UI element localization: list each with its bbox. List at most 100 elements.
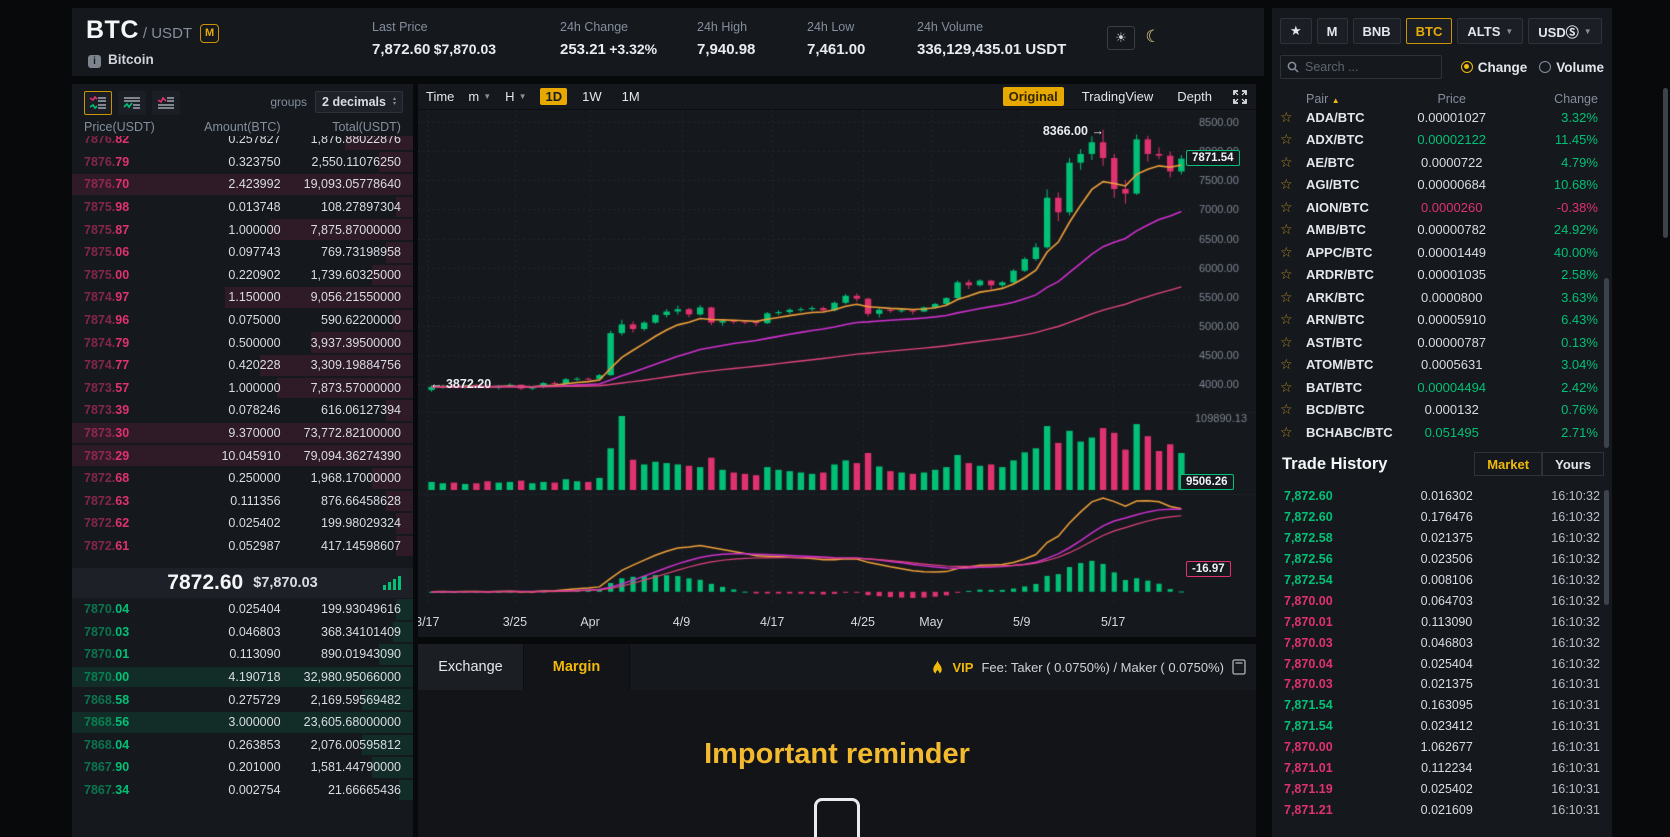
ask-row[interactable]: 7875.00 0.220902 1,739.60325000 bbox=[72, 264, 413, 287]
favorite-star-icon[interactable]: ☆ bbox=[1280, 266, 1293, 283]
ask-row[interactable]: 7873.29 10.045910 79,094.36274390 bbox=[72, 444, 413, 467]
bid-row[interactable]: 7868.04 0.263853 2,076.00595812 bbox=[72, 734, 413, 757]
ask-row[interactable]: 7875.06 0.097743 769.73198958 bbox=[72, 241, 413, 264]
market-tab-★[interactable]: ★ bbox=[1280, 18, 1312, 44]
tab-exchange[interactable]: Exchange bbox=[418, 644, 524, 690]
bid-row[interactable]: 7870.00 4.190718 32,980.95066000 bbox=[72, 666, 413, 689]
search-input[interactable]: Search ... bbox=[1280, 55, 1442, 79]
ask-row[interactable]: 7876.82 0.257827 1,876.88022876 bbox=[72, 136, 413, 151]
change-col[interactable]: Change bbox=[1554, 92, 1598, 106]
radio-change[interactable]: Change bbox=[1460, 60, 1527, 75]
ask-row[interactable]: 7873.57 1.000000 7,873.57000000 bbox=[72, 377, 413, 400]
range-1D[interactable]: 1D bbox=[540, 88, 568, 105]
pair-row[interactable]: ☆ ADX/BTC 0.00002122 11.45% bbox=[1272, 129, 1612, 152]
favorite-star-icon[interactable]: ☆ bbox=[1280, 108, 1293, 125]
decimals-select[interactable]: 2 decimals ▴ ▾ bbox=[315, 91, 403, 113]
pair-row[interactable]: ☆ AMB/BTC 0.00000782 24.92% bbox=[1272, 219, 1612, 242]
pair-row[interactable]: ☆ ATOM/BTC 0.0005631 3.04% bbox=[1272, 354, 1612, 377]
pair-row[interactable]: ☆ BCD/BTC 0.000132 0.76% bbox=[1272, 399, 1612, 422]
tab-margin[interactable]: Margin bbox=[524, 644, 630, 690]
history-tab-yours[interactable]: Yours bbox=[1542, 452, 1604, 476]
amount-cell: 0.052987 bbox=[228, 538, 281, 553]
favorite-star-icon[interactable]: ☆ bbox=[1280, 401, 1293, 418]
view-depth[interactable]: Depth bbox=[1177, 89, 1212, 104]
bid-row[interactable]: 7870.03 0.046803 368.34101409 bbox=[72, 621, 413, 644]
radio-volume[interactable]: Volume bbox=[1539, 60, 1604, 75]
market-tab-M[interactable]: M bbox=[1316, 18, 1348, 44]
pair-row[interactable]: ☆ AE/BTC 0.0000722 4.79% bbox=[1272, 151, 1612, 174]
bid-row[interactable]: 7867.90 0.201000 1,581.44790000 bbox=[72, 756, 413, 779]
favorite-star-icon[interactable]: ☆ bbox=[1280, 131, 1293, 148]
price-chart-canvas[interactable] bbox=[418, 110, 1256, 615]
market-tab-BTC[interactable]: BTC bbox=[1405, 18, 1453, 44]
base-symbol: BTC bbox=[86, 16, 139, 44]
ask-row[interactable]: 7873.39 0.078246 616.06127394 bbox=[72, 399, 413, 422]
pair-col-sort[interactable]: Pair ▲ bbox=[1306, 92, 1340, 106]
bid-row[interactable]: 7870.01 0.113090 890.01943090 bbox=[72, 643, 413, 666]
ask-row[interactable]: 7875.98 0.013748 108.27897304 bbox=[72, 196, 413, 219]
favorite-star-icon[interactable]: ☆ bbox=[1280, 333, 1293, 350]
page-scrollbar[interactable] bbox=[1663, 88, 1668, 238]
view-original[interactable]: Original bbox=[1002, 87, 1064, 106]
bid-row[interactable]: 7867.34 0.002754 21.66665436 bbox=[72, 779, 413, 802]
pair-row[interactable]: ☆ ADA/BTC 0.00001027 3.32% bbox=[1272, 106, 1612, 129]
favorite-star-icon[interactable]: ☆ bbox=[1280, 356, 1293, 373]
trade-list-scrollbar[interactable] bbox=[1604, 490, 1609, 605]
view-tradingview[interactable]: TradingView bbox=[1081, 89, 1154, 104]
last-price-row[interactable]: 7872.60 $7,870.03 bbox=[72, 568, 413, 598]
pair-row[interactable]: ☆ ARK/BTC 0.0000800 3.63% bbox=[1272, 286, 1612, 309]
fullscreen-icon[interactable] bbox=[1232, 89, 1248, 105]
minute-interval-dropdown[interactable]: m ▼ bbox=[468, 89, 492, 104]
favorite-star-icon[interactable]: ☆ bbox=[1280, 221, 1293, 238]
ask-row[interactable]: 7872.68 0.250000 1,968.17000000 bbox=[72, 467, 413, 490]
pair-list-scrollbar[interactable] bbox=[1604, 278, 1609, 448]
ask-row[interactable]: 7874.96 0.075000 590.62200000 bbox=[72, 309, 413, 332]
depth-bars-icon[interactable] bbox=[383, 576, 401, 590]
favorite-star-icon[interactable]: ☆ bbox=[1280, 176, 1293, 193]
ask-row[interactable]: 7875.87 1.000000 7,875.87000000 bbox=[72, 218, 413, 241]
ask-row[interactable]: 7872.61 0.052987 417.14598607 bbox=[72, 535, 413, 558]
ask-row[interactable]: 7874.77 0.420228 3,309.19884756 bbox=[72, 354, 413, 377]
favorite-star-icon[interactable]: ☆ bbox=[1280, 423, 1293, 440]
history-tab-market[interactable]: Market bbox=[1474, 452, 1543, 476]
ask-row[interactable]: 7876.70 2.423992 19,093.05778640 bbox=[72, 173, 413, 196]
pair-row[interactable]: ☆ APPC/BTC 0.00001449 40.00% bbox=[1272, 241, 1612, 264]
pair-row[interactable]: ☆ AST/BTC 0.00000787 0.13% bbox=[1272, 331, 1612, 354]
range-1M[interactable]: 1M bbox=[621, 89, 640, 104]
pair-row[interactable]: ☆ ARN/BTC 0.00005910 6.43% bbox=[1272, 309, 1612, 332]
range-1W[interactable]: 1W bbox=[582, 89, 602, 104]
favorite-star-icon[interactable]: ☆ bbox=[1280, 243, 1293, 260]
bid-row[interactable]: 7870.04 0.025404 199.93049616 bbox=[72, 598, 413, 621]
price-col[interactable]: Price bbox=[1437, 92, 1466, 106]
pair-row[interactable]: ☆ BCHABC/BTC 0.051495 2.71% bbox=[1272, 421, 1612, 444]
calculator-icon[interactable] bbox=[1232, 659, 1246, 675]
current-price-tag: 7871.54 bbox=[1186, 150, 1240, 166]
light-theme-icon[interactable]: ☀ bbox=[1107, 26, 1135, 50]
market-tab-ALTS[interactable]: ALTS ▼ bbox=[1457, 18, 1524, 44]
book-bids-only-icon[interactable] bbox=[118, 91, 146, 115]
bid-row[interactable]: 7868.56 3.000000 23,605.68000000 bbox=[72, 711, 413, 734]
ask-row[interactable]: 7872.63 0.111356 876.66458628 bbox=[72, 490, 413, 513]
info-icon[interactable]: i bbox=[88, 55, 101, 68]
favorite-star-icon[interactable]: ☆ bbox=[1280, 288, 1293, 305]
ask-row[interactable]: 7872.62 0.025402 199.98029324 bbox=[72, 512, 413, 535]
pair-row[interactable]: ☆ AION/BTC 0.0000260 -0.38% bbox=[1272, 196, 1612, 219]
favorite-star-icon[interactable]: ☆ bbox=[1280, 153, 1293, 170]
book-asks-only-icon[interactable] bbox=[152, 91, 180, 115]
ask-row[interactable]: 7873.30 9.370000 73,772.82100000 bbox=[72, 422, 413, 445]
market-tab-USDⓈ[interactable]: USDⓈ ▼ bbox=[1528, 18, 1602, 44]
dark-theme-icon[interactable]: ☾ bbox=[1145, 27, 1161, 46]
ask-row[interactable]: 7874.97 1.150000 9,056.21550000 bbox=[72, 286, 413, 309]
ask-row[interactable]: 7874.79 0.500000 3,937.39500000 bbox=[72, 331, 413, 354]
hour-interval-dropdown[interactable]: H ▼ bbox=[505, 89, 527, 104]
ask-row[interactable]: 7876.79 0.323750 2,550.11076250 bbox=[72, 151, 413, 174]
pair-row[interactable]: ☆ ARDR/BTC 0.00001035 2.58% bbox=[1272, 264, 1612, 287]
pair-row[interactable]: ☆ AGI/BTC 0.00000684 10.68% bbox=[1272, 174, 1612, 197]
favorite-star-icon[interactable]: ☆ bbox=[1280, 311, 1293, 328]
favorite-star-icon[interactable]: ☆ bbox=[1280, 198, 1293, 215]
favorite-star-icon[interactable]: ☆ bbox=[1280, 378, 1293, 395]
market-tab-BNB[interactable]: BNB bbox=[1352, 18, 1401, 44]
bid-row[interactable]: 7868.58 0.275729 2,169.59569482 bbox=[72, 688, 413, 711]
pair-row[interactable]: ☆ BAT/BTC 0.00004494 2.42% bbox=[1272, 376, 1612, 399]
book-both-sides-icon[interactable] bbox=[84, 91, 112, 115]
